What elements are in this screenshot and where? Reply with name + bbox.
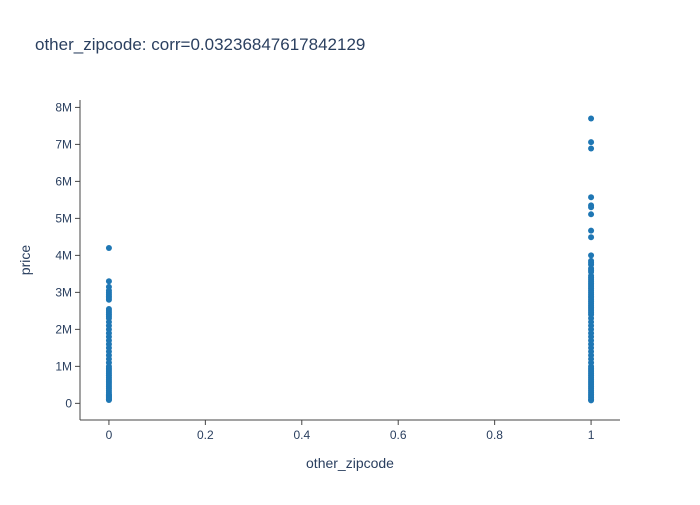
y-tick-label: 4M: [55, 248, 72, 262]
data-point[interactable]: [105, 244, 112, 251]
y-axis-ticks: 0 1M 2M 3M 4M 5M 6M 7M 8M: [55, 100, 80, 410]
y-axis-label: price: [17, 245, 33, 276]
y-tick-label: 1M: [55, 359, 72, 373]
data-point[interactable]: [588, 227, 595, 234]
x-tick-label: 0.6: [390, 428, 407, 442]
x-tick-label: 0.8: [486, 428, 503, 442]
data-point[interactable]: [588, 194, 595, 201]
data-point[interactable]: [588, 115, 595, 122]
y-tick-label: 5M: [55, 211, 72, 225]
data-point[interactable]: [105, 397, 112, 404]
y-tick-label: 7M: [55, 137, 72, 151]
chart-title: other_zipcode: corr=0.03236847617842129: [35, 35, 365, 54]
y-tick-label: 0: [65, 396, 72, 410]
data-point[interactable]: [105, 278, 112, 285]
data-point[interactable]: [588, 145, 595, 152]
x-tick-label: 0.4: [293, 428, 310, 442]
x-axis-label: other_zipcode: [306, 455, 394, 471]
data-point[interactable]: [588, 234, 595, 241]
plot-area: [105, 115, 595, 404]
data-point[interactable]: [105, 296, 112, 303]
x-tick-label: 0.2: [197, 428, 214, 442]
data-point[interactable]: [588, 211, 595, 218]
x-axis-ticks: 0 0.2 0.4 0.6 0.8 1: [106, 420, 595, 442]
x-tick-label: 1: [588, 428, 595, 442]
y-tick-label: 3M: [55, 285, 72, 299]
y-tick-label: 6M: [55, 174, 72, 188]
data-point[interactable]: [588, 204, 595, 211]
data-point[interactable]: [588, 139, 595, 146]
data-point[interactable]: [588, 397, 595, 404]
y-tick-label: 8M: [55, 100, 72, 114]
x-tick-label: 0: [106, 428, 113, 442]
data-point[interactable]: [588, 252, 595, 259]
y-tick-label: 2M: [55, 322, 72, 336]
